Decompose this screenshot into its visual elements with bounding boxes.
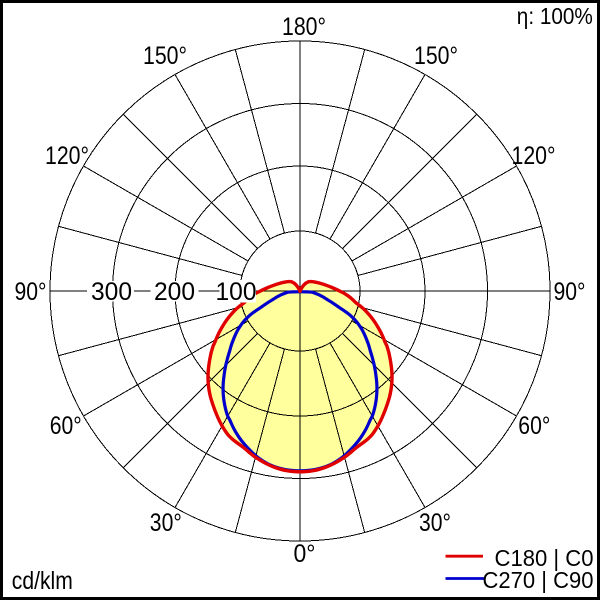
svg-text:90°: 90° [554,278,586,306]
svg-text:0°: 0° [294,540,316,568]
svg-text:200: 200 [154,278,195,306]
svg-text:η: 100%: η: 100% [517,3,593,29]
svg-text:60°: 60° [518,412,550,440]
svg-text:120°: 120° [45,142,89,170]
svg-text:C180 | C0: C180 | C0 [495,545,594,571]
svg-text:180°: 180° [282,13,326,41]
svg-text:30°: 30° [150,509,182,537]
svg-text:150°: 150° [143,42,187,70]
svg-text:60°: 60° [50,412,82,440]
svg-text:30°: 30° [419,509,451,537]
svg-text:300: 300 [91,278,132,306]
svg-text:C270 | C90: C270 | C90 [483,567,594,593]
svg-text:90°: 90° [15,278,47,306]
svg-text:120°: 120° [512,142,556,170]
svg-text:100: 100 [216,278,257,306]
svg-text:150°: 150° [414,42,458,70]
svg-text:cd/klm: cd/klm [12,567,73,595]
